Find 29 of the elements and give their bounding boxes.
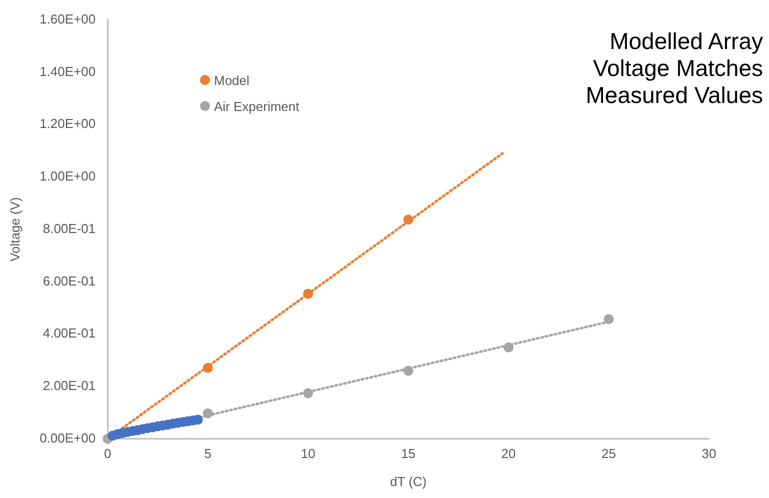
x-tick-label: 30	[702, 446, 716, 462]
point	[303, 388, 314, 398]
point	[604, 314, 614, 324]
text: Modelled Array Voltage Matches Measured Values	[584, 28, 763, 109]
y-tick-label: 1.40E+00	[40, 64, 96, 79]
y-tick-label: 6.00E-01	[42, 273, 96, 288]
x-tick-label: 10	[300, 446, 316, 462]
x-axis-title: dT (C)	[390, 474, 427, 489]
y-tick-label: 4.00E-01	[42, 326, 96, 341]
y-tick-label: 1.60E+00	[40, 11, 96, 26]
y-axis-title: Voltage (V)	[7, 197, 22, 262]
y-tick-label: 1.20E+00	[40, 116, 96, 132]
x-tick-label: 15	[401, 446, 416, 462]
legend-label: Model	[214, 72, 250, 88]
y-tick-label: 0.00E+00	[40, 430, 96, 446]
y-tick-label: 8.00E-01	[42, 220, 96, 236]
point	[202, 362, 213, 373]
y-tick-label: 2.00E-01	[42, 378, 96, 394]
point	[303, 288, 314, 299]
x-tick-label: 0	[104, 446, 112, 462]
point	[403, 214, 414, 225]
x-tick-label: 5	[204, 446, 212, 462]
x-tick-label: 20	[501, 446, 516, 462]
point	[504, 342, 514, 352]
point	[403, 366, 414, 376]
x-tick-label: 25	[602, 446, 616, 462]
point	[202, 408, 213, 418]
legend-label: Air Experiment	[214, 98, 300, 114]
y-tick-label: 1.00E+00	[40, 168, 96, 184]
